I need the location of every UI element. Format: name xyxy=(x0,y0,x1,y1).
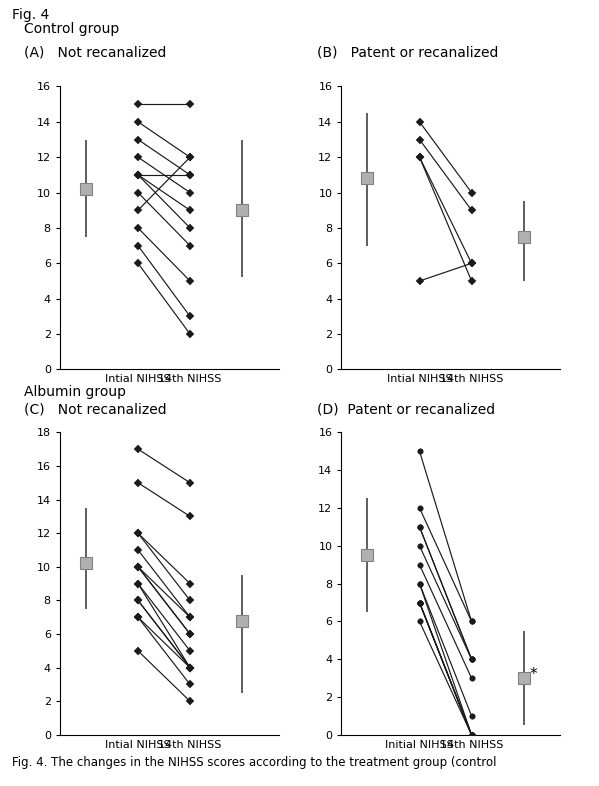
Text: (A)   Not recanalized: (A) Not recanalized xyxy=(24,46,167,60)
Text: (C)   Not recanalized: (C) Not recanalized xyxy=(24,402,167,417)
Text: Fig. 4: Fig. 4 xyxy=(12,8,49,22)
Text: Control group: Control group xyxy=(24,22,119,36)
Text: (B)   Patent or recanalized: (B) Patent or recanalized xyxy=(317,46,499,60)
Text: *: * xyxy=(530,667,537,682)
Text: Fig. 4. The changes in the NIHSS scores according to the treatment group (contro: Fig. 4. The changes in the NIHSS scores … xyxy=(12,755,497,769)
Text: Albumin group: Albumin group xyxy=(24,385,126,399)
Text: (D)  Patent or recanalized: (D) Patent or recanalized xyxy=(317,402,495,417)
